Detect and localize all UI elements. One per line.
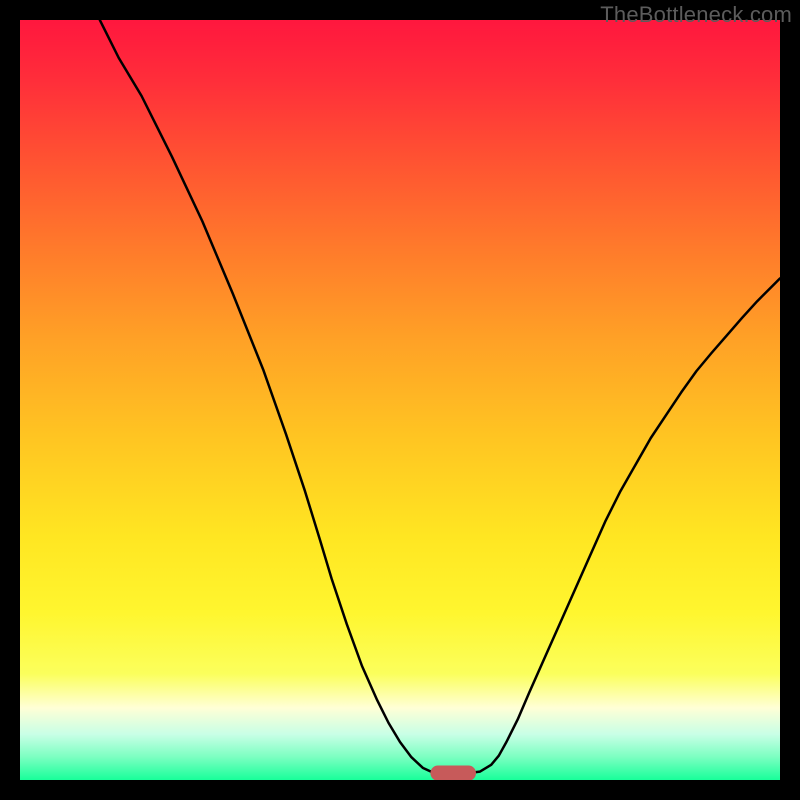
- optimal-marker: [430, 766, 476, 780]
- outer-frame: TheBottleneck.com: [0, 0, 800, 800]
- bottleneck-chart: [20, 20, 780, 780]
- watermark-text: TheBottleneck.com: [600, 2, 792, 28]
- plot-background: [20, 20, 780, 780]
